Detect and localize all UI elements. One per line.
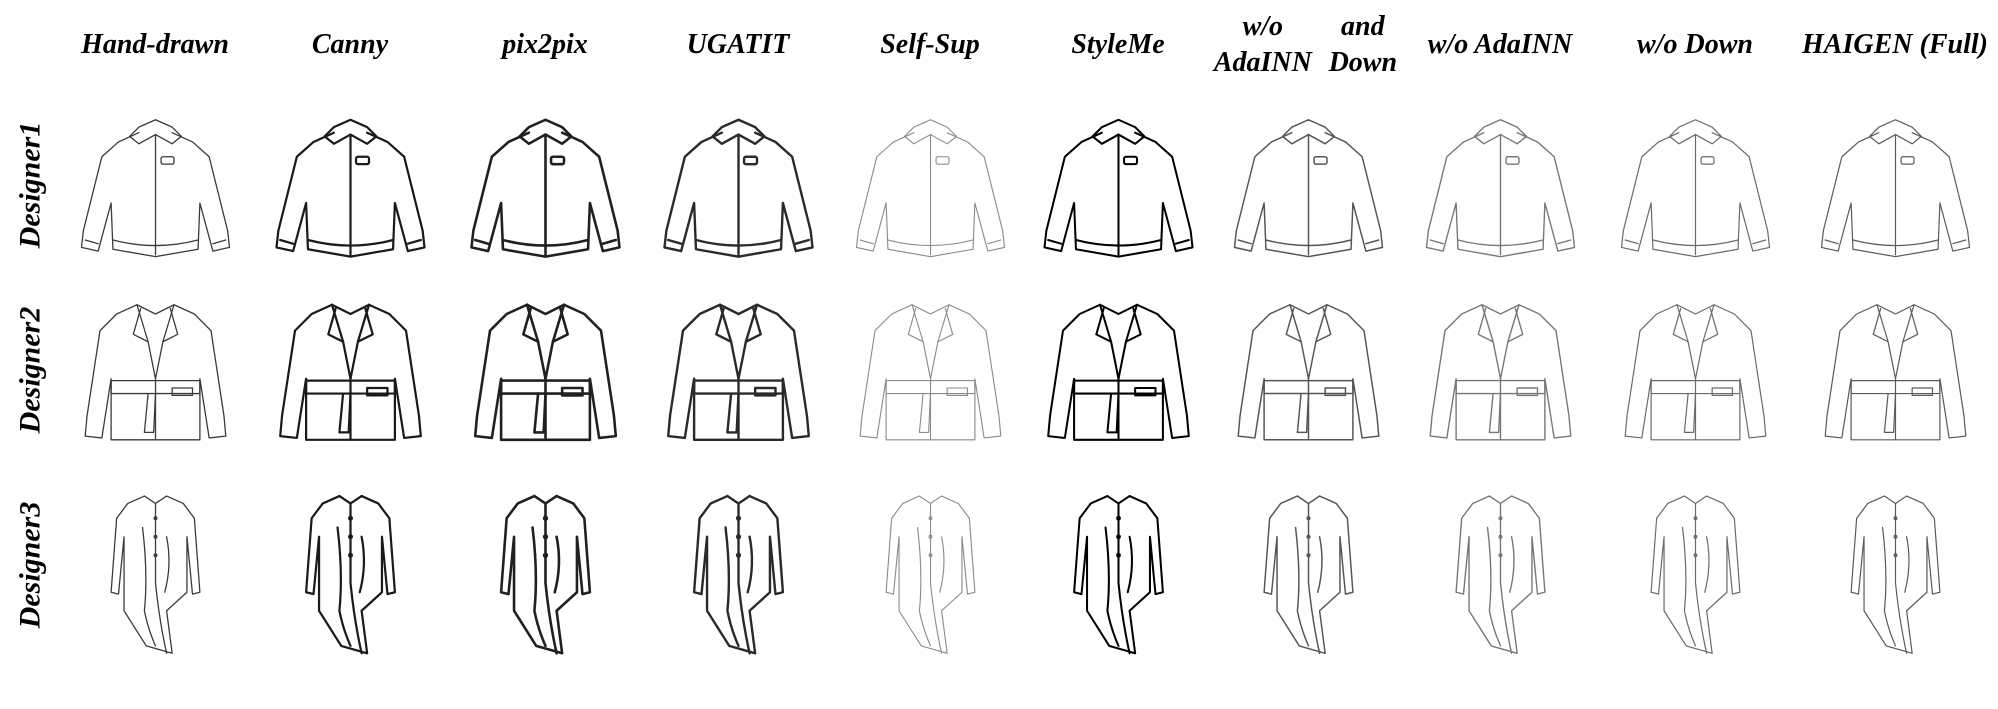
sketch-bomber-jacket <box>63 87 248 282</box>
garment-sketch-icon <box>1824 304 1967 441</box>
garment-sketch-icon <box>1073 495 1164 655</box>
sketch-belted-blazer <box>1408 272 1593 467</box>
garment-sketch-icon <box>499 494 592 655</box>
sketch-belted-blazer <box>1026 272 1211 467</box>
sketch-asymmetric-draped-shirt <box>1408 467 1593 662</box>
garment-sketch-icon <box>1455 495 1546 654</box>
sketch-asymmetric-draped-shirt <box>1603 467 1788 662</box>
column-header: Hand-drawn <box>81 29 229 60</box>
garment-sketch-icon <box>855 119 1006 258</box>
sketch-asymmetric-draped-shirt <box>1803 467 1988 662</box>
column-header: StyleMe <box>1071 29 1165 60</box>
garment-sketch-icon <box>1233 119 1384 258</box>
sketch-bomber-jacket <box>453 87 638 282</box>
sketch-belted-blazer <box>1603 272 1788 467</box>
garment-sketch-icon <box>80 119 231 258</box>
column-header: w/o Down <box>1637 29 1753 60</box>
sketch-belted-blazer <box>1216 272 1401 467</box>
sketch-bomber-jacket <box>1603 87 1788 282</box>
garment-sketch-icon <box>275 118 426 258</box>
garment-sketch-icon <box>1429 304 1572 441</box>
garment-sketch-icon <box>304 494 397 655</box>
sketch-bomber-jacket <box>646 87 831 282</box>
garment-sketch-icon <box>470 118 621 258</box>
garment-sketch-icon <box>1425 119 1576 258</box>
garment-sketch-icon <box>1620 119 1771 258</box>
sketch-asymmetric-draped-shirt <box>258 467 443 662</box>
column-header: w/o AdaINN <box>1427 29 1573 60</box>
row-label: Designer1 <box>13 121 47 249</box>
garment-sketch-icon <box>1263 495 1354 655</box>
sketch-asymmetric-draped-shirt <box>838 467 1023 662</box>
sketch-bomber-jacket <box>1026 87 1211 282</box>
sketch-belted-blazer <box>838 272 1023 467</box>
garment-sketch-icon <box>1047 303 1190 441</box>
sketch-asymmetric-draped-shirt <box>1216 467 1401 662</box>
column-header: pix2pix <box>502 29 588 60</box>
column-header: w/o AdaINN and Down <box>1213 11 1398 78</box>
garment-sketch-icon <box>84 304 227 441</box>
garment-sketch-icon <box>110 495 201 654</box>
garment-sketch-icon <box>473 303 618 442</box>
sketch-asymmetric-draped-shirt <box>1026 467 1211 662</box>
row-label: Designer3 <box>13 501 47 629</box>
column-header: HAIGEN (Full) <box>1802 29 1988 60</box>
sketch-bomber-jacket <box>1216 87 1401 282</box>
garment-sketch-icon <box>1043 118 1194 258</box>
garment-sketch-icon <box>885 495 976 654</box>
sketch-belted-blazer <box>63 272 248 467</box>
sketch-belted-blazer <box>258 272 443 467</box>
column-header: Self-Sup <box>880 29 980 60</box>
sketch-bomber-jacket <box>1408 87 1593 282</box>
garment-sketch-icon <box>1850 495 1941 654</box>
sketch-belted-blazer <box>1803 272 1988 467</box>
sketch-asymmetric-draped-shirt <box>453 467 638 662</box>
sketch-bomber-jacket <box>258 87 443 282</box>
garment-sketch-icon <box>279 303 422 441</box>
garment-sketch-icon <box>1820 119 1971 258</box>
garment-sketch-icon <box>1650 495 1741 654</box>
sketch-asymmetric-draped-shirt <box>63 467 248 662</box>
row-label: Designer2 <box>13 306 47 434</box>
sketch-belted-blazer <box>453 272 638 467</box>
garment-sketch-icon <box>1237 304 1380 441</box>
garment-sketch-icon <box>859 304 1002 441</box>
sketch-bomber-jacket <box>838 87 1023 282</box>
sketch-asymmetric-draped-shirt <box>646 467 831 662</box>
sketch-belted-blazer <box>646 272 831 467</box>
garment-sketch-icon <box>666 303 811 442</box>
column-header: UGATIT <box>686 29 790 60</box>
garment-sketch-icon <box>1624 304 1767 441</box>
garment-sketch-icon <box>692 494 785 655</box>
garment-sketch-icon <box>663 118 814 258</box>
sketch-bomber-jacket <box>1803 87 1988 282</box>
column-header: Canny <box>311 29 389 60</box>
